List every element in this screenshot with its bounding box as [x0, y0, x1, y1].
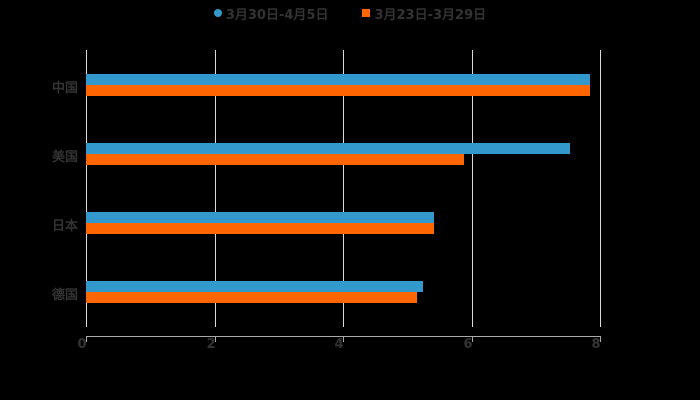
bar-series-1[interactable] [86, 74, 590, 85]
bar-series-2[interactable] [86, 223, 434, 234]
x-axis-tick [472, 336, 473, 342]
legend-label-series-2: 3月23日-3月29日 [374, 7, 487, 23]
gridline [472, 50, 473, 327]
bar-series-2[interactable] [86, 292, 417, 303]
legend-label-series-1: 3月30日-4月5日 [225, 7, 329, 23]
x-axis-tick-label: 4 [334, 337, 344, 352]
gridline [86, 50, 87, 327]
x-axis-tick-label: 6 [463, 337, 473, 352]
bar-series-2[interactable] [86, 154, 464, 165]
y-axis-category-label: 中国 [51, 81, 78, 96]
circle-swatch-icon [213, 9, 222, 17]
x-axis-tick [600, 336, 601, 342]
x-axis-tick-label: 0 [77, 337, 87, 352]
bar-series-1[interactable] [86, 281, 423, 292]
gridline [343, 50, 344, 327]
legend-item-series-2[interactable]: 3月23日-3月29日 [362, 4, 486, 23]
bar-series-2[interactable] [86, 85, 590, 96]
chart-legend: 3月30日-4月5日 3月23日-3月29日 [0, 3, 700, 23]
x-axis-tick-label: 2 [206, 337, 216, 352]
x-axis-tick [86, 336, 87, 342]
bar-series-1[interactable] [86, 143, 570, 154]
legend-item-series-1[interactable]: 3月30日-4月5日 [213, 4, 329, 23]
y-axis-category-label: 日本 [51, 219, 78, 234]
y-axis-category-label: 美国 [51, 150, 78, 165]
x-axis-tick-label: 8 [591, 337, 601, 352]
x-axis-tick [343, 336, 344, 342]
square-swatch-icon [362, 9, 371, 17]
gridline [215, 50, 216, 327]
x-axis-tick [215, 336, 216, 342]
y-axis-category-label: 德国 [51, 288, 78, 303]
bar-series-1[interactable] [86, 212, 434, 223]
x-axis-line [86, 336, 601, 337]
gridline [600, 50, 601, 327]
